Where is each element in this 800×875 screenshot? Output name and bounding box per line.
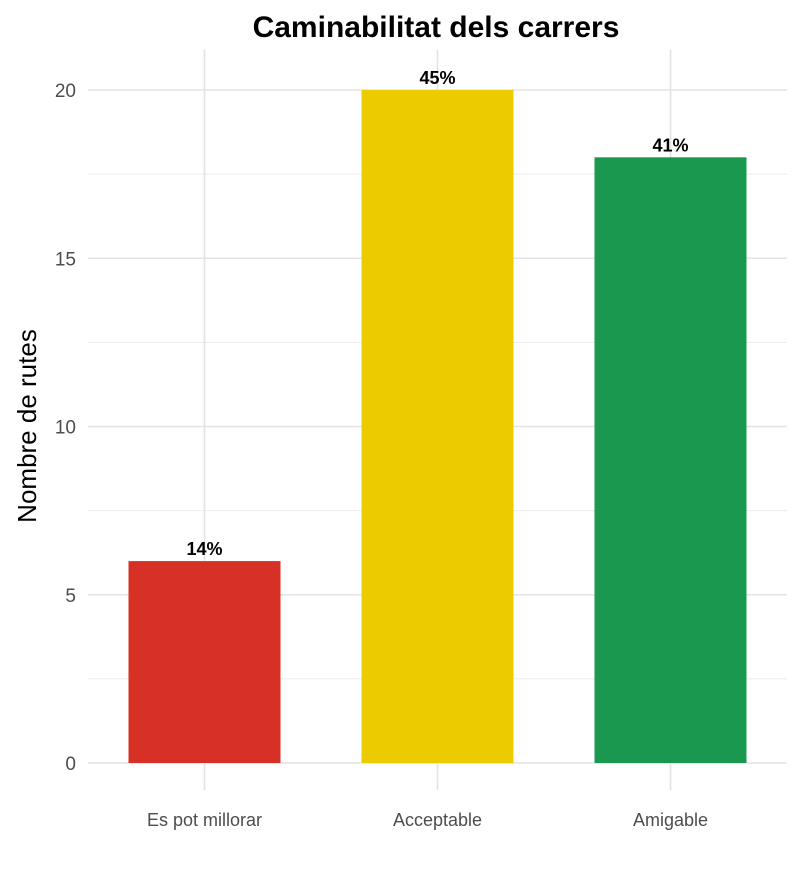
bars [128, 90, 747, 764]
y-tick-label: 20 [55, 81, 76, 102]
bar [361, 90, 514, 763]
data-label: 14% [186, 539, 222, 559]
y-tick-label: 15 [55, 249, 76, 270]
bar [128, 561, 281, 763]
y-axis-ticks: 0 5 10 15 20 [55, 81, 76, 775]
chart-title: Caminabilitat dels carrers [253, 11, 620, 44]
x-tick-label: Amigable [633, 810, 708, 830]
y-tick-label: 10 [55, 418, 76, 439]
x-tick-label: Acceptable [393, 810, 482, 830]
bar [594, 157, 747, 764]
data-label: 45% [419, 68, 455, 88]
y-tick-label: 5 [65, 586, 76, 607]
data-labels: 14% 45% 41% [186, 68, 688, 559]
y-tick-label: 0 [65, 754, 76, 775]
x-axis-ticks: Es pot millorar Acceptable Amigable [147, 810, 708, 830]
x-tick-label: Es pot millorar [147, 810, 262, 830]
data-label: 41% [652, 135, 688, 155]
y-axis-title: Nombre de rutes [12, 329, 42, 523]
